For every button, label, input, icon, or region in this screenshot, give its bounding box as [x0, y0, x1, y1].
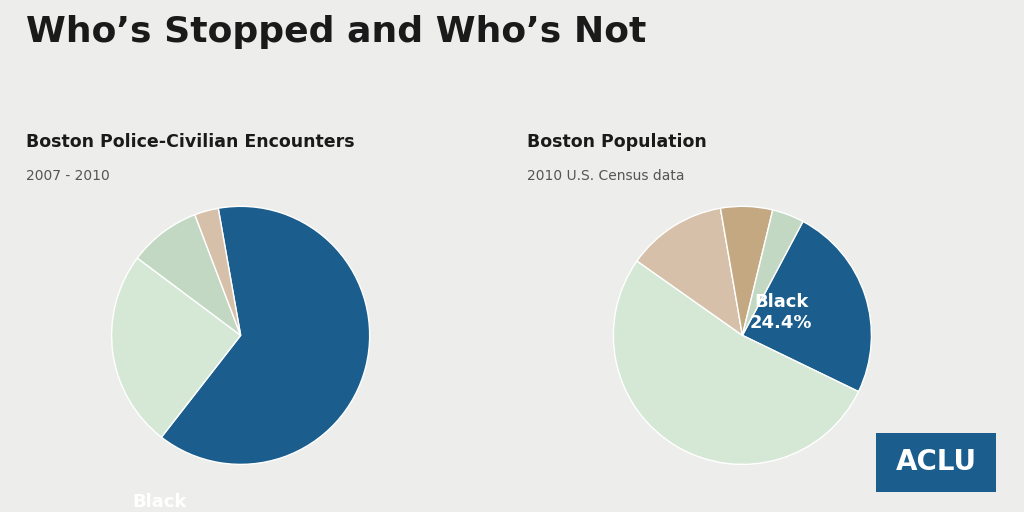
Wedge shape — [721, 206, 773, 335]
Wedge shape — [162, 206, 370, 464]
Wedge shape — [742, 221, 871, 392]
Wedge shape — [613, 261, 858, 464]
Text: 2007 - 2010: 2007 - 2010 — [26, 169, 110, 183]
Text: Who’s Stopped and Who’s Not: Who’s Stopped and Who’s Not — [26, 15, 646, 49]
Wedge shape — [112, 258, 241, 437]
Text: Boston Police-Civilian Encounters: Boston Police-Civilian Encounters — [26, 133, 354, 151]
Wedge shape — [195, 208, 241, 335]
Text: ACLU: ACLU — [895, 448, 977, 476]
Wedge shape — [137, 215, 241, 335]
Wedge shape — [637, 208, 742, 335]
Text: 2010 U.S. Census data: 2010 U.S. Census data — [527, 169, 685, 183]
Wedge shape — [742, 210, 803, 335]
Text: Black
63.3%: Black 63.3% — [129, 494, 191, 512]
Text: Black
24.4%: Black 24.4% — [750, 293, 812, 332]
Text: Boston Population: Boston Population — [527, 133, 708, 151]
